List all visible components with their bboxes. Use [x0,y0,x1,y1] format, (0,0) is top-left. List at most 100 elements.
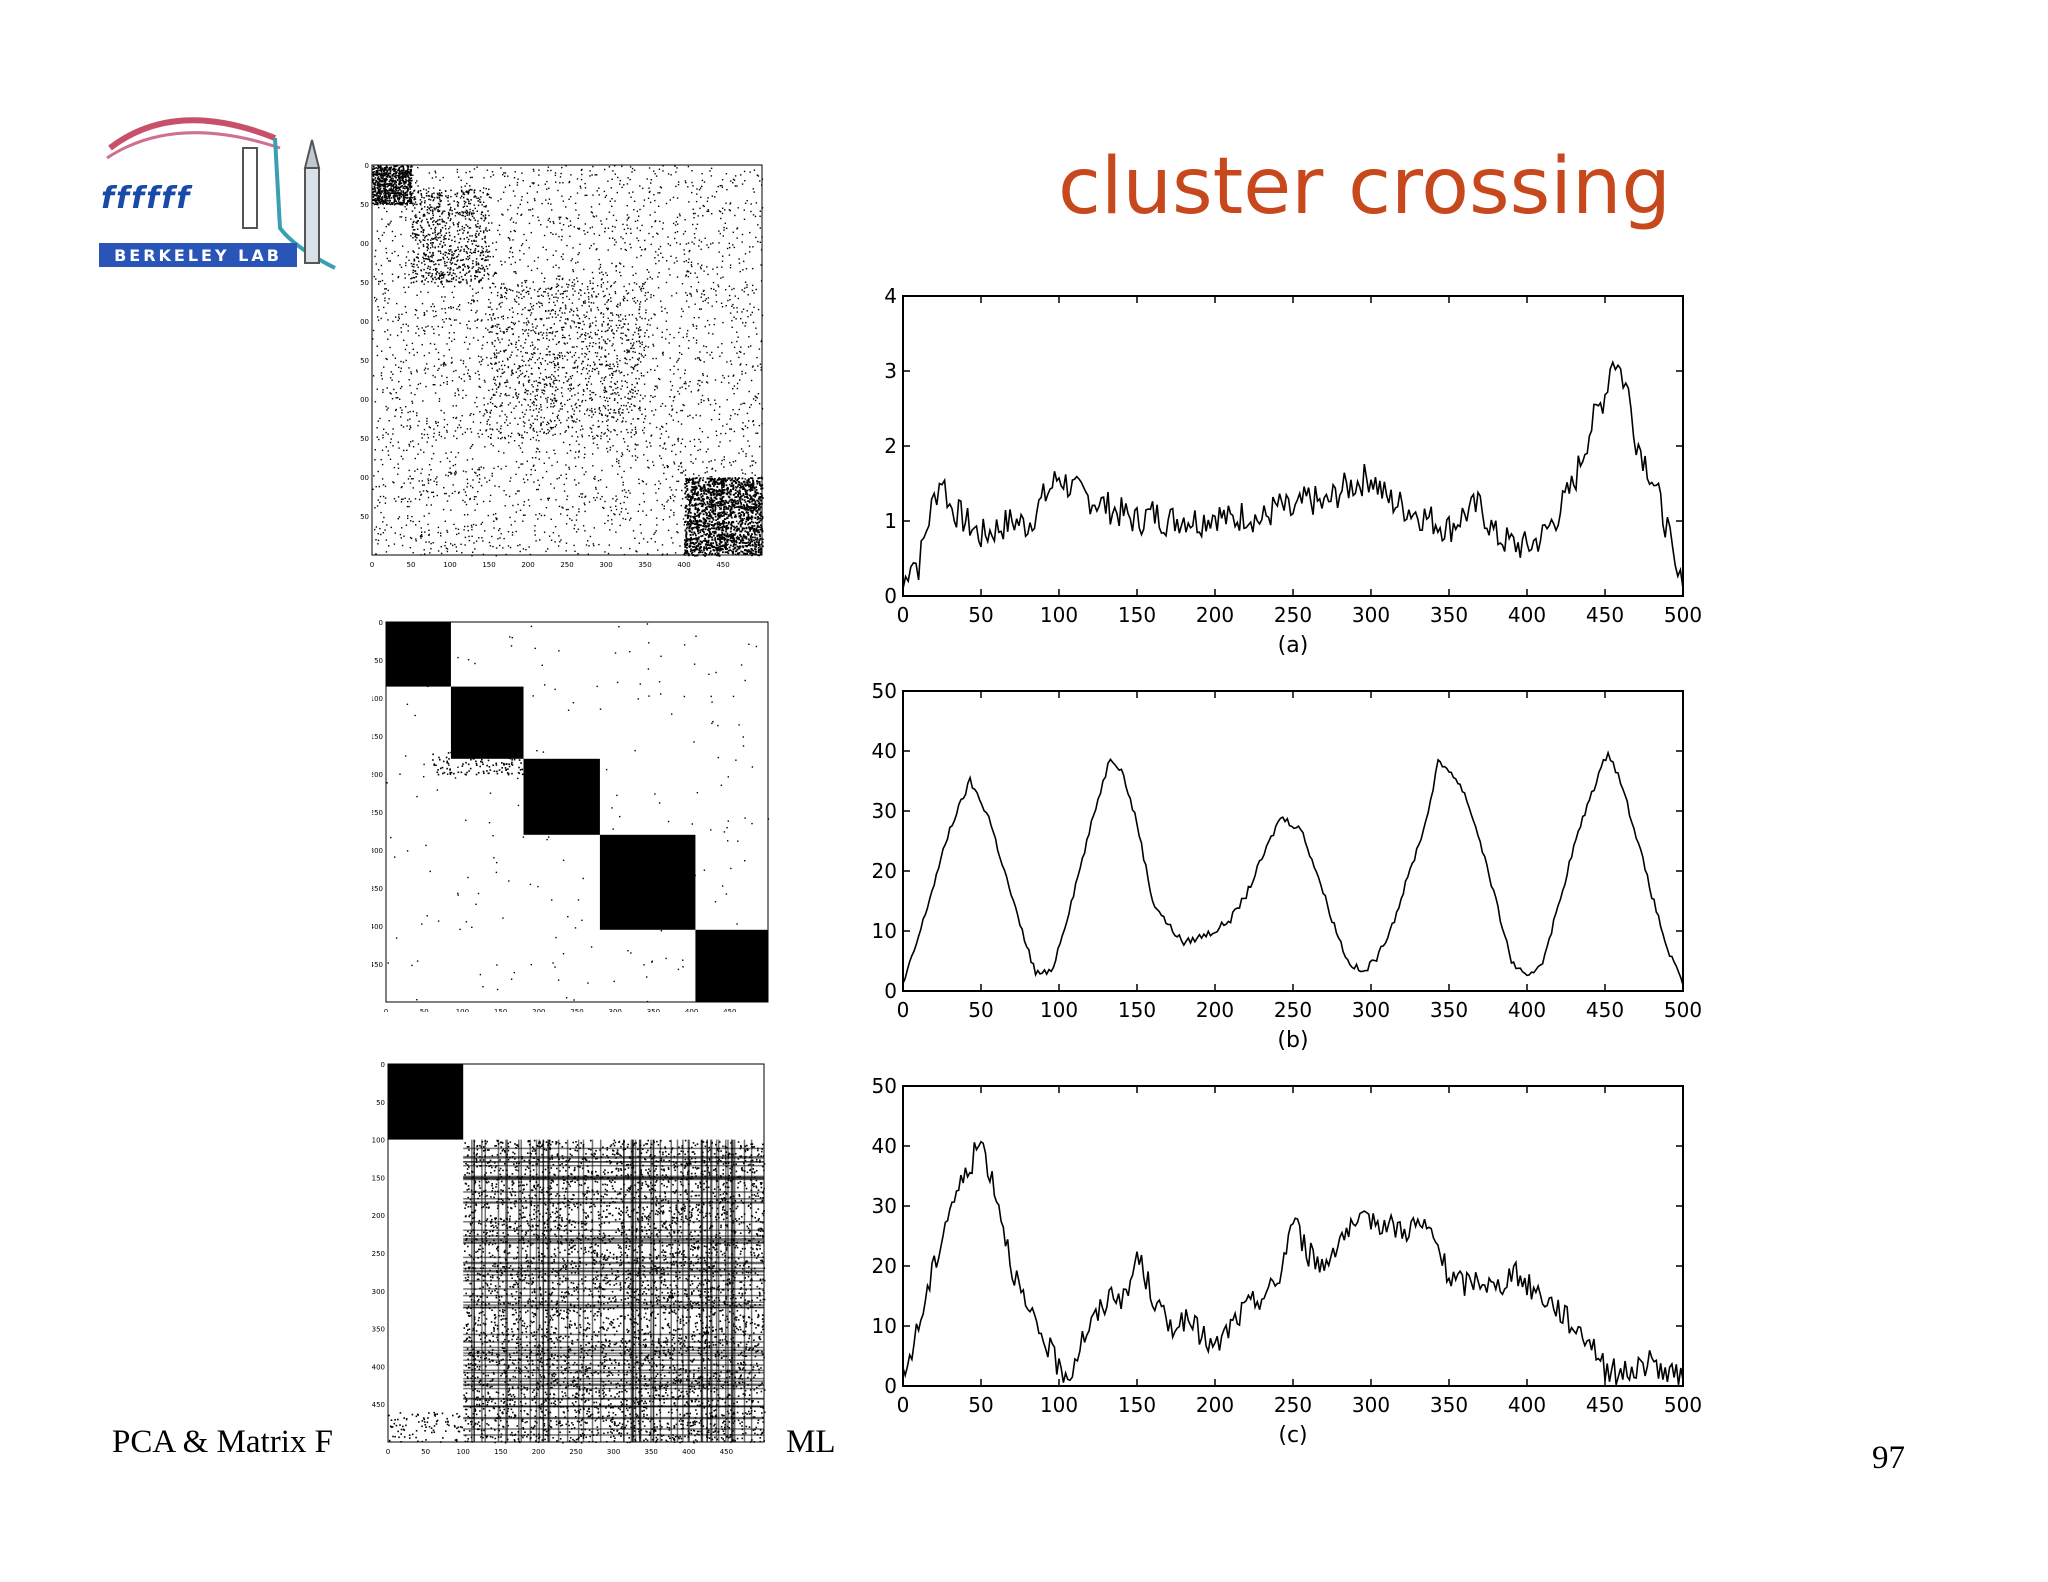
matrix-x-tick-label: 400 [677,561,690,569]
matrix-c [387,1063,766,1444]
matrix-y-tick-label: 0 [365,162,369,170]
footer-right-text: ML [786,1424,836,1460]
matrix-y-tick-label: 50 [376,1099,385,1107]
matrix-x-tick-label: 0 [384,1008,388,1012]
matrix-y-tick-label: 200 [372,771,383,779]
y-tick-label: 0 [884,584,897,608]
x-tick-label: 250 [1274,1393,1312,1417]
matrix-y-tick-label: 0 [379,619,383,627]
matrix-y-tick-label: 150 [360,279,369,287]
y-tick-label: 50 [872,679,897,703]
matrix-y-tick-label: 100 [360,240,369,248]
x-tick-label: 250 [1274,603,1312,627]
matrix-x-tick-label: 250 [560,561,573,569]
x-tick-label: 100 [1040,998,1078,1022]
matrix-y-tick-label: 400 [360,474,369,482]
x-tick-label: 500 [1664,1393,1702,1417]
plot-frame [902,690,1684,992]
matrix-x-tick-label: 150 [482,561,495,569]
x-tick-label: 400 [1508,603,1546,627]
matrix-x-tick-label: 0 [386,1448,390,1456]
matrix-x-tick-label: 300 [599,561,612,569]
chart-b: 0 50 100 150 200 250 300 350 400 450 500 0 10 20 30 40 5… [872,679,1703,1053]
x-tick-label: 500 [1664,998,1702,1022]
svg-text:ffffff: ffffff [101,181,193,216]
x-tick-label: 500 [1664,603,1702,627]
x-axis-label: (c) [1278,1423,1307,1448]
chart-c: 0 50 100 150 200 250 300 350 400 450 500 0 10 20 30 40 5… [872,1074,1703,1448]
matrix-y-tick-label: 50 [374,657,383,665]
page-number: 97 [1872,1440,1905,1476]
x-tick-label: 150 [1118,998,1156,1022]
matrix-y-tick-label: 0 [381,1061,385,1069]
matrix-x-tick-label: 350 [645,1448,658,1456]
x-tick-label: 50 [968,603,993,627]
matrix-x-tick-label: 100 [457,1448,470,1456]
matrix-y-tick-label: 350 [360,435,369,443]
plot-frame [902,1085,1684,1387]
logo-text: BERKELEY LAB [114,246,282,265]
x-tick-label: 0 [897,998,910,1022]
x-tick-label: 50 [968,998,993,1022]
y-tick-label: 4 [884,284,897,308]
matrix-x-tick-label: 150 [494,1008,507,1012]
matrix-x-tick-label: 450 [716,561,729,569]
y-tick-label: 30 [872,1194,897,1218]
plot-frame [902,295,1684,597]
matrix-y-tick-label: 100 [372,695,383,703]
x-tick-label: 400 [1508,1393,1546,1417]
x-tick-label: 450 [1586,998,1624,1022]
matrix-x-tick-label: 50 [421,1448,430,1456]
matrix-y-tick-label: 250 [360,357,369,365]
matrix-x-tick-label: 50 [420,1008,429,1012]
matrix-y-tick-label: 300 [360,396,369,404]
x-tick-label: 0 [897,1393,910,1417]
matrix-x-tick-label: 250 [570,1008,583,1012]
x-tick-label: 300 [1352,1393,1390,1417]
matrix-x-tick-label: 450 [723,1008,736,1012]
x-axis-label: (b) [1277,1028,1308,1053]
chart-a: 0 50 100 150 200 250 300 350 400 450 500 0 1 2 3 4 (a) [884,284,1702,658]
x-tick-label: 200 [1196,603,1234,627]
matrix-x-tick-label: 400 [682,1448,695,1456]
footer-left-text: PCA & Matrix F [112,1424,333,1460]
series-line [902,750,1684,986]
y-tick-label: 10 [872,919,897,943]
y-tick-label: 1 [884,509,897,533]
matrix-x-tick-label: 100 [443,561,456,569]
x-tick-label: 150 [1118,1393,1156,1417]
matrix-x-tick-label: 300 [609,1008,622,1012]
matrix-y-tick-label: 450 [372,1401,385,1409]
matrix-x-tick-label: 200 [532,1008,545,1012]
matrix-x-tick-label: 200 [521,561,534,569]
matrix-y-tick-label: 350 [372,885,383,893]
x-tick-label: 350 [1430,1393,1468,1417]
matrix-y-tick-label: 250 [372,1250,385,1258]
matrix-y-tick-label: 450 [360,513,369,521]
matrix-x-tick-label: 450 [720,1448,733,1456]
x-tick-label: 150 [1118,603,1156,627]
matrix-a [371,164,764,557]
y-tick-label: 50 [872,1074,897,1098]
x-tick-label: 350 [1430,603,1468,627]
y-tick-label: 30 [872,799,897,823]
x-tick-label: 300 [1352,603,1390,627]
matrix-y-tick-label: 50 [360,201,369,209]
x-tick-label: 0 [897,603,910,627]
matrix-y-tick-label: 400 [372,923,383,931]
y-tick-label: 40 [872,1134,897,1158]
series-line [902,360,1684,589]
matrix-x-tick-label: 100 [456,1008,469,1012]
matrix-x-tick-label: 200 [532,1448,545,1456]
matrix-x-tick-label: 50 [407,561,416,569]
x-tick-label: 200 [1196,1393,1234,1417]
y-tick-label: 2 [884,434,897,458]
matrix-y-tick-label: 350 [372,1326,385,1334]
matrix-y-tick-label: 450 [372,961,383,969]
matrix-y-tick-label: 200 [360,318,369,326]
matrix-b [385,621,770,1003]
y-tick-label: 0 [884,979,897,1003]
x-tick-label: 300 [1352,998,1390,1022]
matrix-plot-a: 0 50 100 150 200 250 300 350 400 450 0 50 100 150 200 2… [360,162,764,569]
matrix-x-tick-label: 150 [494,1448,507,1456]
